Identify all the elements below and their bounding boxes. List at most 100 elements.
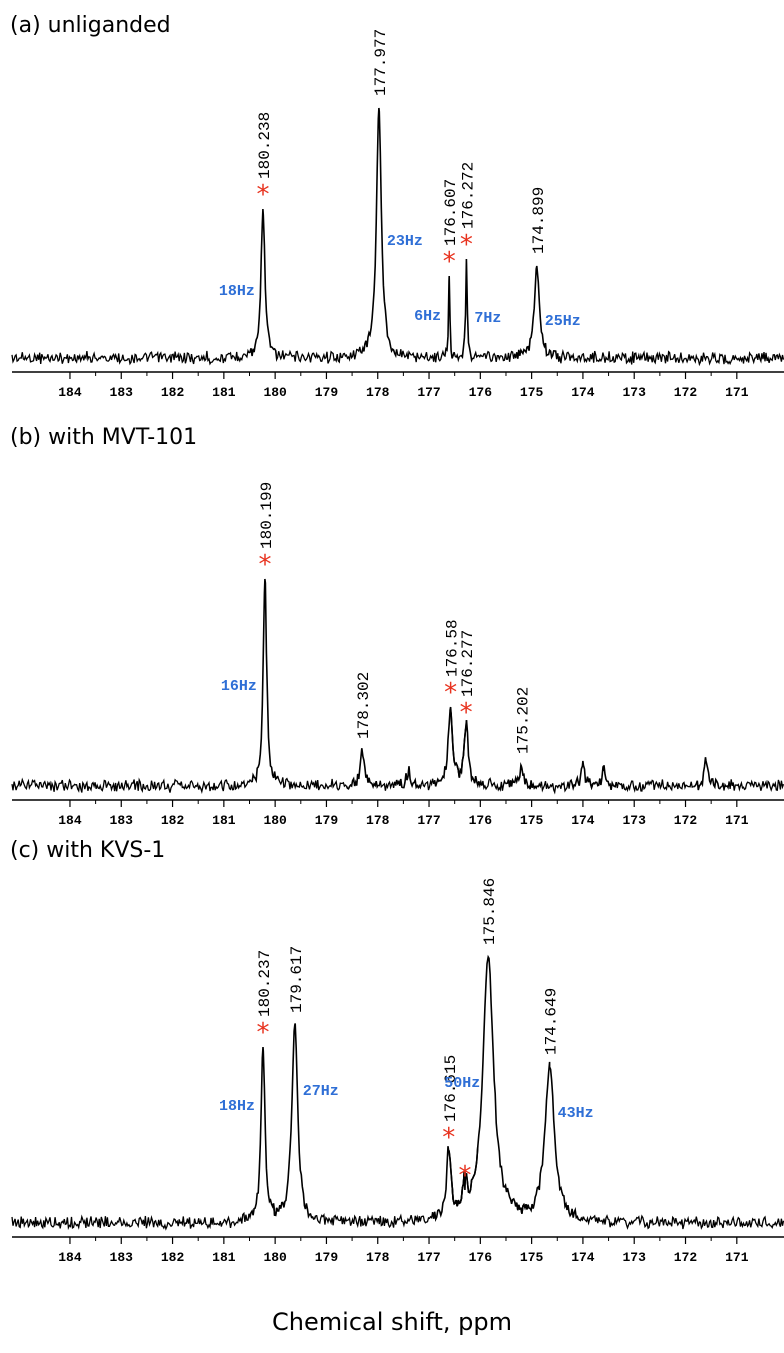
x-tick-label: 175 bbox=[520, 385, 544, 400]
x-tick-label: 173 bbox=[623, 385, 647, 400]
x-tick-label: 181 bbox=[212, 813, 236, 828]
peak bbox=[360, 107, 398, 359]
peak-marker: * bbox=[442, 1123, 455, 1153]
x-tick-label: 178 bbox=[366, 385, 390, 400]
peak bbox=[248, 1046, 279, 1220]
panel-title: (c) with KVS-1 bbox=[10, 838, 165, 863]
x-tick-label: 171 bbox=[725, 385, 749, 400]
peak-marker: * bbox=[444, 678, 457, 708]
peak-label: 176.277 bbox=[459, 630, 477, 697]
peak-marker: * bbox=[460, 230, 473, 260]
x-tick-label: 172 bbox=[674, 1250, 698, 1265]
x-tick-label: 183 bbox=[110, 385, 134, 400]
peak-label: 174.649 bbox=[543, 988, 561, 1055]
x-tick-label: 173 bbox=[623, 813, 647, 828]
x-tick-label: 176 bbox=[469, 813, 493, 828]
peak-label: 180.237 bbox=[256, 950, 274, 1017]
x-tick-label: 180 bbox=[263, 1250, 287, 1265]
linewidth-label: 50Hz bbox=[444, 1075, 480, 1092]
x-tick-label: 180 bbox=[263, 813, 287, 828]
baseline-trace bbox=[11, 1211, 784, 1231]
x-tick-label: 182 bbox=[161, 385, 185, 400]
peak bbox=[505, 761, 539, 790]
peak-label: 178.302 bbox=[355, 672, 373, 739]
x-tick-label: 173 bbox=[623, 1250, 647, 1265]
x-tick-label: 171 bbox=[725, 813, 749, 828]
linewidth-label: 27Hz bbox=[303, 1083, 339, 1100]
x-tick-label: 175 bbox=[520, 1250, 544, 1265]
x-tick-label: 182 bbox=[161, 1250, 185, 1265]
peak bbox=[345, 748, 379, 790]
x-tick-label: 179 bbox=[315, 385, 339, 400]
linewidth-label: 6Hz bbox=[414, 308, 441, 325]
peak bbox=[394, 766, 423, 790]
x-tick-label: 177 bbox=[417, 813, 440, 828]
peak bbox=[251, 578, 279, 784]
peak-label: 180.238 bbox=[256, 112, 274, 179]
peak-label: 176.615 bbox=[442, 1055, 460, 1122]
peak bbox=[460, 258, 474, 363]
peak-marker: * bbox=[256, 1018, 269, 1048]
peak-label: 176.58 bbox=[444, 619, 462, 677]
x-tick-label: 172 bbox=[674, 385, 698, 400]
peak-marker: * bbox=[256, 180, 269, 210]
x-tick-label: 184 bbox=[58, 813, 82, 828]
peak-label: 176.607 bbox=[442, 179, 460, 246]
x-tick-label: 176 bbox=[469, 385, 493, 400]
x-tick-label: 172 bbox=[674, 813, 698, 828]
peak-label: 174.899 bbox=[530, 187, 548, 254]
peak-label: 176.272 bbox=[459, 162, 477, 229]
x-tick-label: 171 bbox=[725, 1250, 749, 1265]
peak-label: 177.977 bbox=[372, 29, 390, 96]
x-tick-label: 178 bbox=[366, 813, 390, 828]
x-tick-label: 182 bbox=[161, 813, 185, 828]
x-tick-label: 179 bbox=[315, 813, 339, 828]
peak bbox=[449, 709, 483, 789]
linewidth-label: 7Hz bbox=[474, 310, 501, 327]
peak bbox=[248, 208, 279, 363]
peak-marker: * bbox=[258, 550, 271, 580]
peak bbox=[514, 1061, 585, 1222]
x-tick-label: 184 bbox=[58, 1250, 82, 1265]
x-tick-label: 183 bbox=[110, 1250, 134, 1265]
x-tick-label: 184 bbox=[58, 385, 82, 400]
linewidth-label: 16Hz bbox=[221, 678, 257, 695]
x-tick-label: 181 bbox=[212, 385, 236, 400]
x-tick-label: 179 bbox=[315, 1250, 339, 1265]
x-tick-label: 178 bbox=[366, 1250, 390, 1265]
x-tick-label: 176 bbox=[469, 1250, 493, 1265]
x-tick-label: 175 bbox=[520, 813, 544, 828]
baseline-trace bbox=[11, 775, 784, 795]
x-tick-label: 183 bbox=[110, 813, 134, 828]
linewidth-label: 23Hz bbox=[387, 233, 423, 250]
peak bbox=[693, 757, 720, 791]
panel-title: (a) unliganded bbox=[10, 13, 171, 38]
peak bbox=[451, 1146, 479, 1207]
peak bbox=[443, 275, 455, 359]
linewidth-label: 43Hz bbox=[558, 1105, 594, 1122]
x-tick-label: 181 bbox=[212, 1250, 236, 1265]
peak-marker: * bbox=[443, 247, 456, 277]
peak bbox=[589, 765, 618, 791]
peak bbox=[515, 265, 558, 360]
peak-label: 175.202 bbox=[514, 687, 532, 754]
x-tick-label: 174 bbox=[571, 813, 595, 828]
linewidth-label: 25Hz bbox=[545, 313, 581, 330]
x-tick-label: 177 bbox=[417, 385, 440, 400]
x-axis-label: Chemical shift, ppm bbox=[272, 1308, 512, 1336]
peak-label: 179.617 bbox=[288, 946, 306, 1013]
panel-title: (b) with MVT-101 bbox=[10, 425, 197, 450]
linewidth-label: 18Hz bbox=[219, 283, 255, 300]
peak bbox=[272, 1023, 317, 1221]
peak-marker: * bbox=[458, 1161, 471, 1191]
linewidth-label: 18Hz bbox=[219, 1098, 255, 1115]
x-tick-label: 174 bbox=[571, 385, 595, 400]
x-tick-label: 174 bbox=[571, 1250, 595, 1265]
peak-marker: * bbox=[460, 698, 473, 728]
x-tick-label: 180 bbox=[263, 385, 287, 400]
baseline-trace bbox=[11, 346, 784, 367]
x-tick-label: 177 bbox=[417, 1250, 440, 1265]
peak-label: 175.846 bbox=[481, 878, 499, 945]
peak-label: 180.199 bbox=[258, 482, 276, 549]
